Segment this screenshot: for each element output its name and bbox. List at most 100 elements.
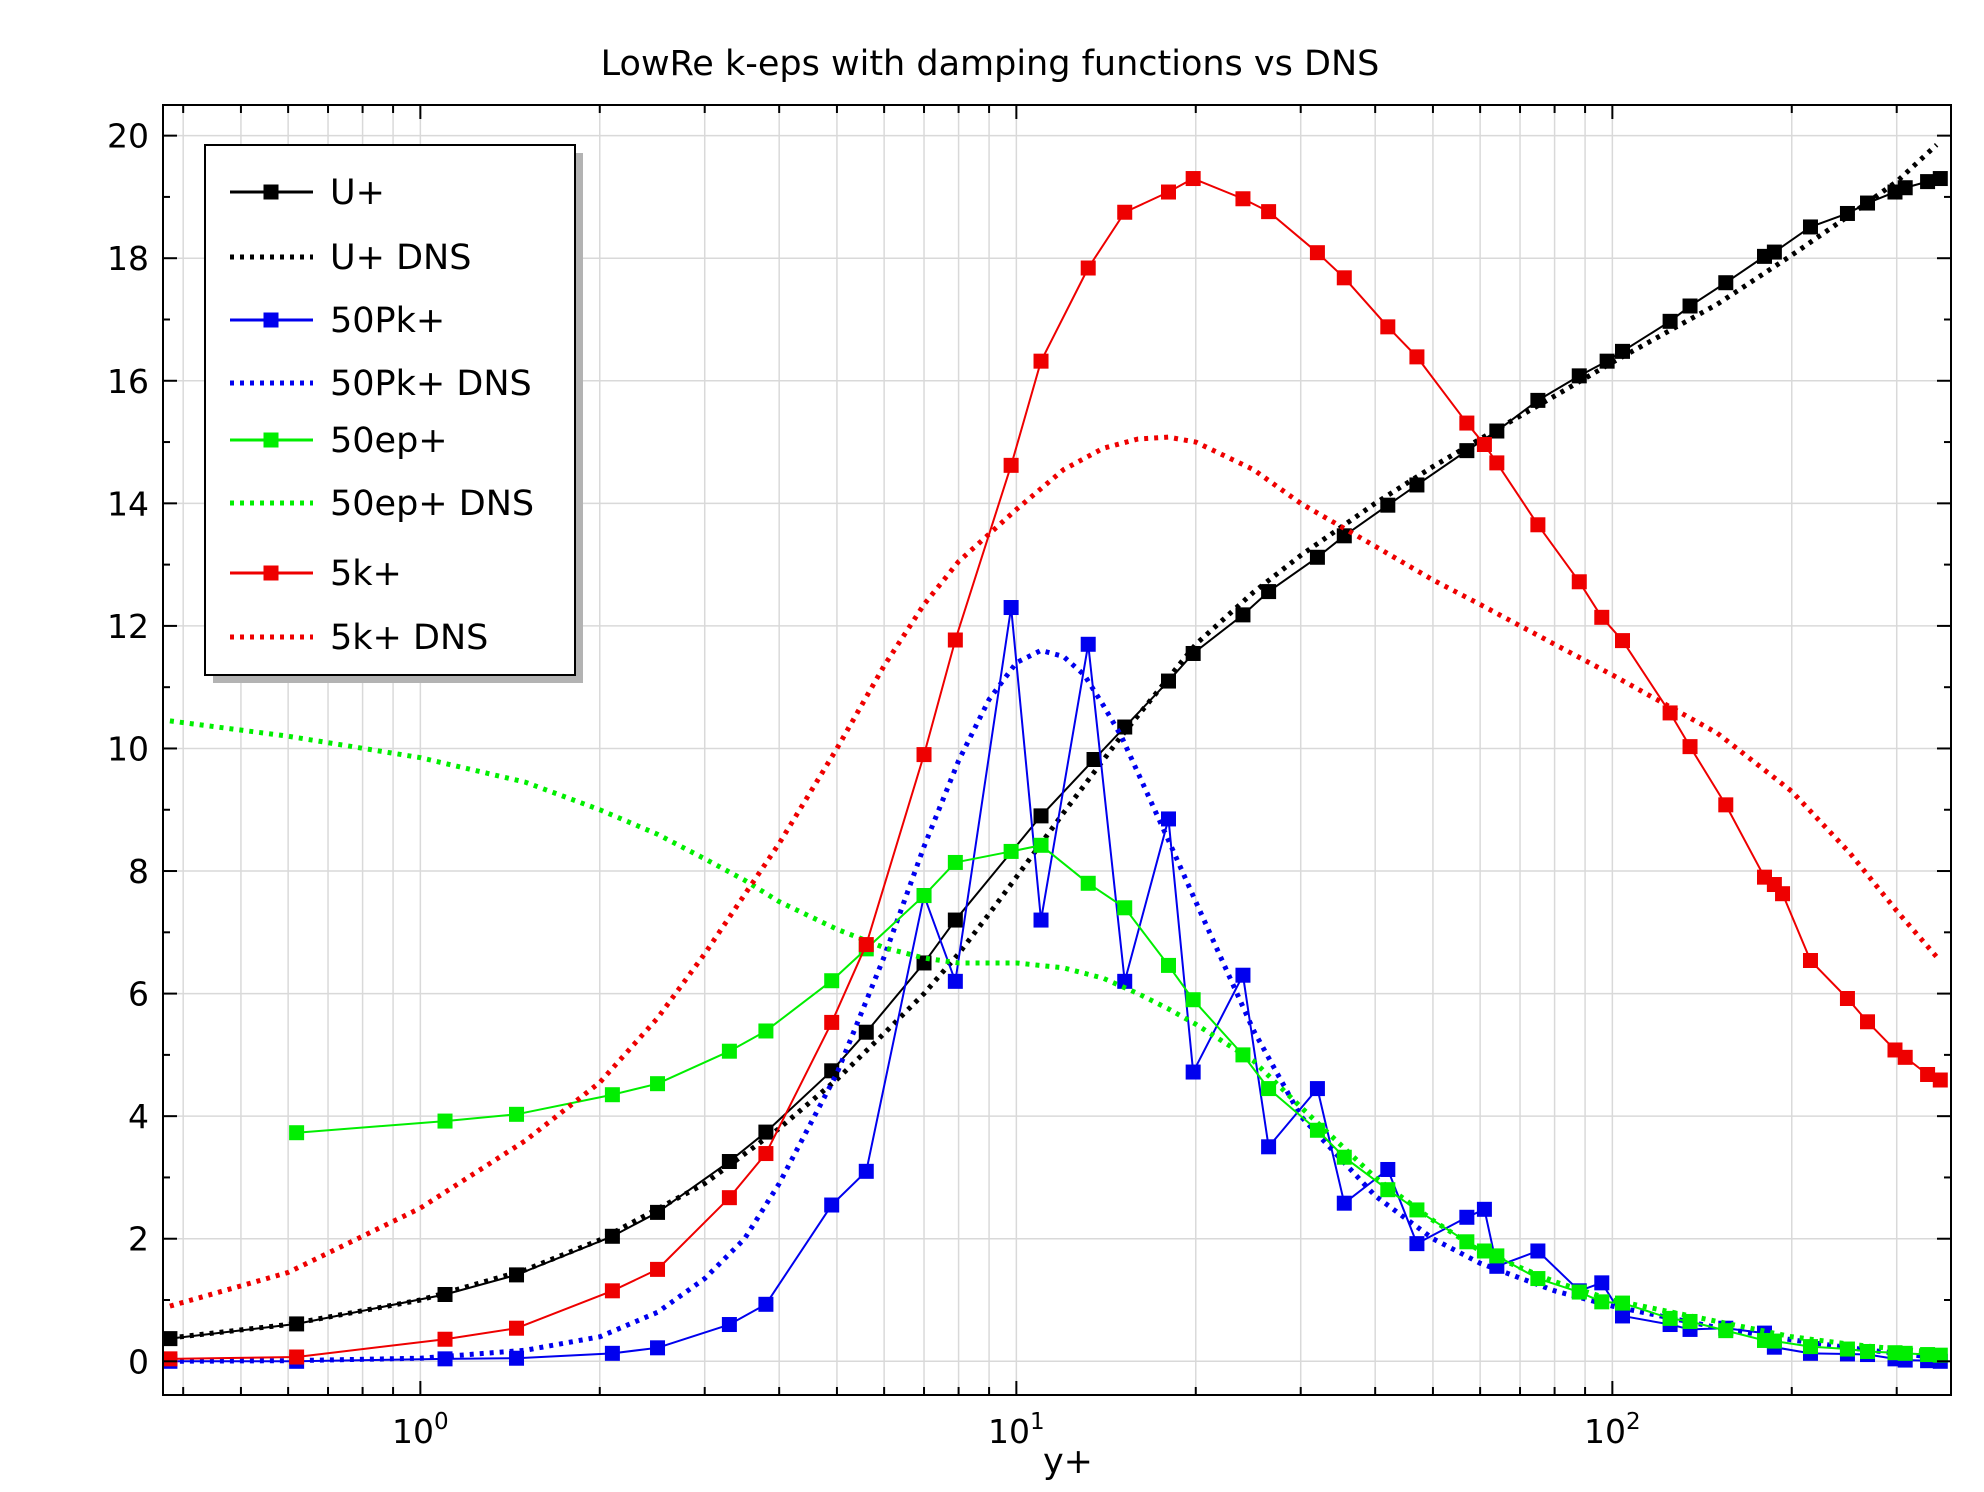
legend-item: U+ — [230, 173, 385, 213]
legend-item: 50Pk+ — [230, 301, 445, 341]
data-point — [1117, 900, 1133, 916]
data-point — [1380, 1161, 1396, 1177]
y-tick-label: 16 — [107, 362, 149, 401]
legend-marker — [263, 432, 279, 448]
data-point — [824, 1014, 840, 1030]
legend-label: 50ep+ — [330, 421, 448, 461]
data-point — [1839, 991, 1855, 1007]
data-point — [1860, 1014, 1876, 1030]
legend-item: 50ep+ — [230, 421, 448, 461]
legend-item: 50Pk+ DNS — [230, 364, 532, 404]
series-group — [162, 171, 1948, 1367]
data-point — [1117, 973, 1133, 989]
series-layer — [162, 142, 1948, 1369]
data-point — [1235, 607, 1251, 623]
data-point — [1309, 245, 1325, 261]
data-point — [1185, 171, 1201, 187]
data-point — [289, 1125, 305, 1141]
data-point — [509, 1320, 525, 1336]
data-point — [1802, 219, 1818, 235]
data-point — [1920, 1066, 1936, 1082]
data-point — [1336, 1195, 1352, 1211]
data-point — [162, 1351, 178, 1367]
data-point — [1336, 270, 1352, 286]
data-point — [1309, 1081, 1325, 1097]
data-point — [1380, 319, 1396, 335]
data-point — [1459, 415, 1475, 431]
data-point — [1594, 1275, 1610, 1291]
y-tick-label: 0 — [128, 1342, 149, 1381]
data-point — [509, 1350, 525, 1366]
legend-label: 5k+ DNS — [330, 618, 488, 658]
data-point — [758, 1296, 774, 1312]
data-point — [1080, 875, 1096, 891]
data-point — [1615, 633, 1631, 649]
data-point — [1718, 797, 1734, 813]
data-point — [1476, 437, 1492, 453]
data-point — [758, 1023, 774, 1039]
data-point — [1775, 886, 1791, 902]
data-point — [1033, 912, 1049, 928]
y-tick-label: 12 — [107, 607, 149, 646]
y-tick-label: 14 — [107, 484, 149, 523]
data-point — [916, 888, 932, 904]
data-point — [1718, 275, 1734, 291]
data-point — [604, 1345, 620, 1361]
legend: U+ U+ DNS 50Pk+ 50Pk+ DNS 50ep+ 50ep+ DNS 5k+ 5… — [204, 144, 583, 683]
legend-box — [204, 144, 576, 676]
y-tick-label: 6 — [128, 975, 149, 1014]
data-point — [604, 1087, 620, 1103]
series-line — [169, 142, 1939, 1341]
data-point — [1160, 673, 1176, 689]
data-point — [1932, 1072, 1948, 1088]
series-group — [169, 142, 1939, 1341]
data-point — [1033, 353, 1049, 369]
data-point — [824, 1197, 840, 1213]
legend-label: 5k+ — [330, 554, 402, 594]
data-point — [1459, 443, 1475, 459]
data-point — [509, 1106, 525, 1122]
data-point — [916, 747, 932, 763]
data-point — [1160, 184, 1176, 200]
data-point — [1682, 739, 1698, 755]
data-point — [1080, 636, 1096, 652]
data-point — [1489, 1248, 1505, 1264]
legend-item: 5k+ DNS — [230, 618, 488, 658]
data-point — [947, 973, 963, 989]
data-point — [1615, 1295, 1631, 1311]
data-point — [1662, 313, 1678, 329]
series-line — [169, 718, 1937, 1355]
data-point — [1309, 549, 1325, 565]
data-point — [1766, 244, 1782, 260]
data-point — [858, 1024, 874, 1040]
legend-marker — [263, 312, 279, 328]
data-point — [947, 854, 963, 870]
data-point — [1932, 1347, 1948, 1363]
data-point — [1615, 1308, 1631, 1324]
data-point — [824, 973, 840, 989]
data-point — [1802, 1339, 1818, 1355]
legend-item: U+ DNS — [230, 238, 471, 278]
data-point — [1003, 600, 1019, 616]
series-group — [169, 434, 1939, 1309]
y-tick-label: 18 — [107, 239, 149, 278]
data-point — [1530, 392, 1546, 408]
legend-label: U+ — [330, 173, 385, 213]
data-point — [1235, 967, 1251, 983]
data-point — [1718, 1323, 1734, 1339]
data-point — [1261, 1081, 1277, 1097]
data-point — [1409, 477, 1425, 493]
data-point — [947, 632, 963, 648]
data-point — [1932, 171, 1948, 187]
data-point — [650, 1076, 666, 1092]
data-point — [437, 1331, 453, 1347]
data-point — [1261, 584, 1277, 600]
y-tick-label: 4 — [128, 1097, 149, 1136]
data-point — [721, 1154, 737, 1170]
data-point — [1409, 1236, 1425, 1252]
data-point — [1766, 1333, 1782, 1349]
data-point — [1409, 349, 1425, 365]
data-point — [1476, 1201, 1492, 1217]
y-tick-label: 20 — [107, 117, 149, 156]
